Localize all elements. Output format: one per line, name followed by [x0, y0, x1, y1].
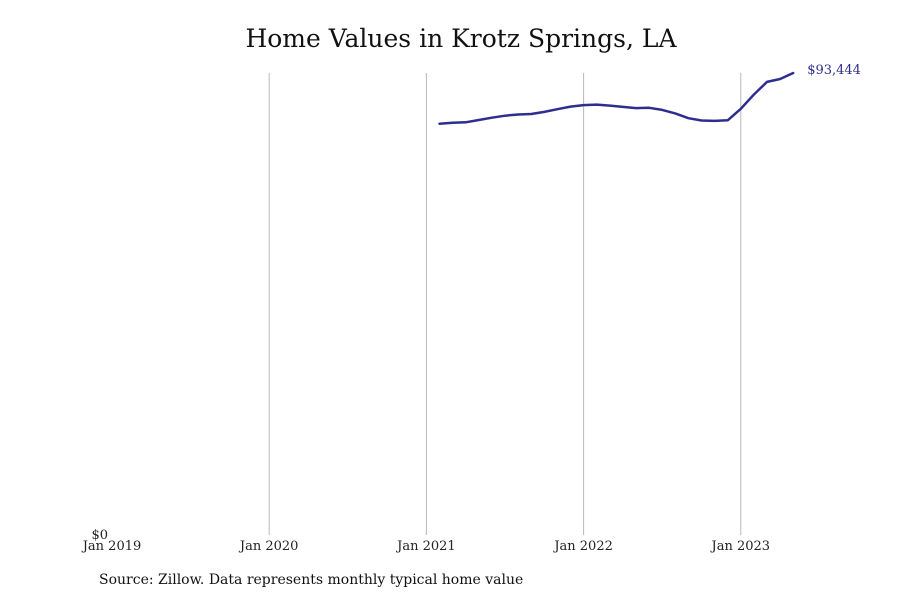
source-note: Source: Zillow. Data represents monthly …: [99, 572, 524, 588]
chart-title: Home Values in Krotz Springs, LA: [245, 24, 677, 53]
series-layer: [438, 71, 795, 125]
x-tick-label: Jan 2021: [395, 539, 456, 554]
gridlines: [268, 73, 742, 535]
data-labels: $93,444: [807, 63, 861, 78]
x-tick-label: Jan 2023: [710, 539, 771, 554]
end-value-label: $93,444: [807, 63, 861, 78]
x-axis-tick-labels: Jan 2019 Jan 2020 Jan 2021 Jan 2022 Jan 2023: [81, 539, 770, 554]
x-tick-label: Jan 2019: [81, 539, 142, 554]
y-tick-label: $0: [91, 528, 108, 543]
x-tick-label: Jan 2022: [552, 539, 613, 554]
y-axis-tick-labels: $0: [91, 528, 108, 543]
series-line: [438, 71, 795, 125]
x-tick-label: Jan 2020: [238, 539, 299, 554]
